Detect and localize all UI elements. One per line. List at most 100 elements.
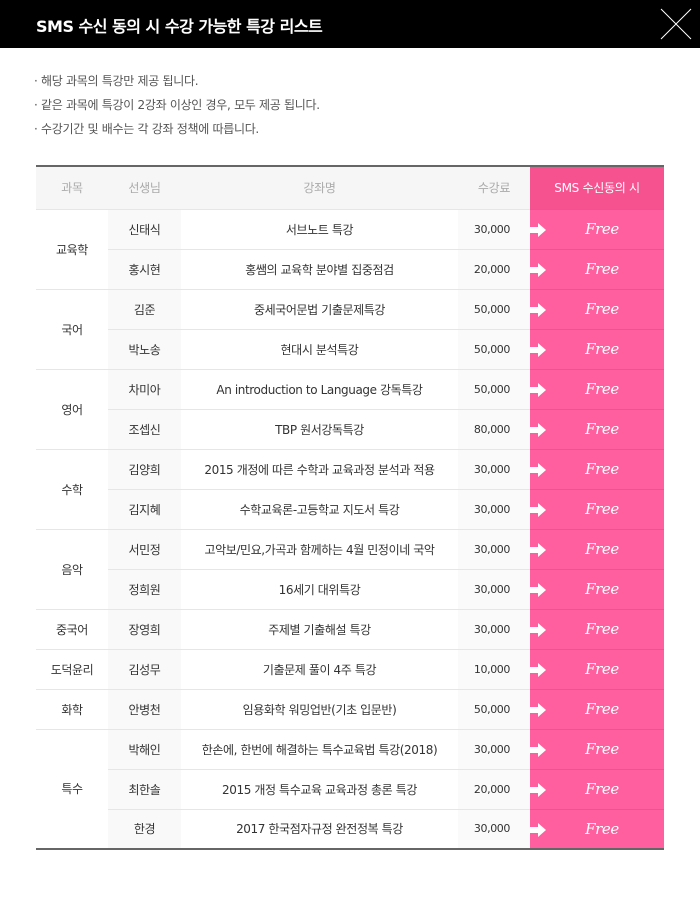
- arrow-right-icon: [530, 422, 546, 437]
- subject-cell: 도덕윤리: [36, 648, 108, 689]
- lecture-title-cell: 2015 개정에 따른 수학과 교육과정 분석과 적용: [181, 448, 458, 489]
- free-label: Free: [585, 540, 619, 558]
- free-button[interactable]: Free: [530, 808, 664, 849]
- fee-cell: 30,000: [458, 568, 530, 609]
- free-label: Free: [585, 780, 619, 798]
- free-button[interactable]: Free: [530, 368, 664, 409]
- table-row: 김지혜 수학교육론-고등학교 지도서 특강 30,000 Free: [36, 488, 664, 529]
- teacher-cell: 서민정: [108, 528, 181, 569]
- teacher-cell: 최한솔: [108, 768, 181, 809]
- teacher-cell: 김지혜: [108, 488, 181, 529]
- lecture-title-cell: 2017 한국점자규정 완전정복 특강: [181, 808, 458, 849]
- free-button[interactable]: Free: [530, 568, 664, 609]
- teacher-cell: 안병천: [108, 688, 181, 729]
- table-row: 화학 안병천 임용화학 워밍업반(기초 입문반) 50,000 Free: [36, 688, 664, 729]
- teacher-cell: 신태식: [108, 208, 181, 249]
- teacher-cell: 한경: [108, 808, 181, 849]
- notice-item: · 수강기간 및 배수는 각 강좌 정책에 따릅니다.: [34, 122, 259, 136]
- teacher-cell: 홍시현: [108, 248, 181, 289]
- free-label: Free: [585, 700, 619, 718]
- arrow-right-icon: [530, 662, 546, 677]
- lecture-title-cell: 서브노트 특강: [181, 208, 458, 249]
- arrow-right-icon: [530, 462, 546, 477]
- free-label: Free: [585, 220, 619, 238]
- notice-item: · 같은 과목에 특강이 2강좌 이상인 경우, 모두 제공 됩니다.: [34, 98, 320, 112]
- free-label: Free: [585, 660, 619, 678]
- teacher-cell: 차미아: [108, 368, 181, 409]
- close-icon: [660, 8, 692, 40]
- lecture-title-cell: 주제별 기출해설 특강: [181, 608, 458, 649]
- free-button[interactable]: Free: [530, 448, 664, 489]
- free-button[interactable]: Free: [530, 768, 664, 809]
- arrow-right-icon: [530, 262, 546, 277]
- lecture-title-cell: 중세국어문법 기출문제특강: [181, 288, 458, 329]
- fee-cell: 50,000: [458, 688, 530, 729]
- free-button[interactable]: Free: [530, 248, 664, 289]
- free-label: Free: [585, 340, 619, 358]
- free-label: Free: [585, 260, 619, 278]
- free-label: Free: [585, 300, 619, 318]
- free-button[interactable]: Free: [530, 488, 664, 529]
- free-button[interactable]: Free: [530, 528, 664, 569]
- free-button[interactable]: Free: [530, 328, 664, 369]
- table-row: 도덕윤리 김성무 기출문제 풀이 4주 특강 10,000 Free: [36, 648, 664, 689]
- subject-cell: 국어: [36, 288, 108, 369]
- fee-cell: 50,000: [458, 288, 530, 329]
- free-button[interactable]: Free: [530, 288, 664, 329]
- arrow-right-icon: [530, 742, 546, 757]
- lecture-title-cell: An introduction to Language 강독특강: [181, 368, 458, 409]
- modal-title: SMS 수신 동의 시 수강 가능한 특강 리스트: [36, 17, 323, 36]
- fee-cell: 10,000: [458, 648, 530, 689]
- arrow-right-icon: [530, 622, 546, 637]
- table-row: 영어 차미아 An introduction to Language 강독특강 50,…: [36, 368, 664, 449]
- lecture-title-cell: 한손에, 한번에 해결하는 특수교육법 특강(2018): [181, 728, 458, 769]
- arrow-right-icon: [530, 702, 546, 717]
- teacher-cell: 박해인: [108, 728, 181, 769]
- column-header-subject: 과목: [36, 166, 108, 209]
- subject-cell: 화학: [36, 688, 108, 729]
- lecture-title-cell: 16세기 대위특강: [181, 568, 458, 609]
- teacher-cell: 조셉신: [108, 408, 181, 449]
- arrow-right-icon: [530, 542, 546, 557]
- table-header-row: 과목 선생님 강좌명 수강료 SMS 수신동의 시: [36, 166, 664, 209]
- table-row: 수학 김양희 2015 개정에 따른 수학과 교육과정 분석과 적용 30,000 Fr…: [36, 448, 664, 529]
- fee-cell: 30,000: [458, 488, 530, 529]
- column-header-sms: SMS 수신동의 시: [530, 166, 664, 209]
- free-button[interactable]: Free: [530, 208, 664, 249]
- fee-cell: 30,000: [458, 208, 530, 249]
- teacher-cell: 김양희: [108, 448, 181, 489]
- teacher-cell: 정희원: [108, 568, 181, 609]
- lecture-title-cell: 기출문제 풀이 4주 특강: [181, 648, 458, 689]
- fee-cell: 30,000: [458, 608, 530, 649]
- free-button[interactable]: Free: [530, 688, 664, 729]
- free-label: Free: [585, 580, 619, 598]
- arrow-right-icon: [530, 582, 546, 597]
- fee-cell: 30,000: [458, 728, 530, 769]
- close-button[interactable]: [660, 8, 692, 40]
- column-header-fee: 수강료: [458, 166, 530, 209]
- free-button[interactable]: Free: [530, 648, 664, 689]
- lecture-table: 과목 선생님 강좌명 수강료 SMS 수신동의 시 교육학 신태식 서브노트 특강 3…: [36, 165, 664, 850]
- free-button[interactable]: Free: [530, 408, 664, 449]
- subject-cell: 중국어: [36, 608, 108, 649]
- subject-cell: 음악: [36, 528, 108, 609]
- arrow-right-icon: [530, 382, 546, 397]
- lecture-title-cell: TBP 원서강독특강: [181, 408, 458, 449]
- free-label: Free: [585, 420, 619, 438]
- subject-cell: 영어: [36, 368, 108, 449]
- arrow-right-icon: [530, 302, 546, 317]
- table-row: 한경 2017 한국점자규정 완전정복 특강 30,000 Free: [36, 808, 664, 849]
- table-row: 특수 박해인 한손에, 한번에 해결하는 특수교육법 특강(2018) 30,000 F…: [36, 728, 664, 849]
- free-label: Free: [585, 819, 619, 838]
- subject-cell: 특수: [36, 728, 108, 849]
- lecture-title-cell: 수학교육론-고등학교 지도서 특강: [181, 488, 458, 529]
- table-row: 교육학 신태식 서브노트 특강 30,000 Free: [36, 208, 664, 289]
- arrow-right-icon: [530, 502, 546, 517]
- table-row: 정희원 16세기 대위특강 30,000 Free: [36, 568, 664, 609]
- free-button[interactable]: Free: [530, 608, 664, 649]
- fee-cell: 50,000: [458, 328, 530, 369]
- notice-item: · 해당 과목의 특강만 제공 됩니다.: [34, 74, 199, 88]
- lecture-title-cell: 2015 개정 특수교육 교육과정 총론 특강: [181, 768, 458, 809]
- free-label: Free: [585, 740, 619, 758]
- free-button[interactable]: Free: [530, 728, 664, 769]
